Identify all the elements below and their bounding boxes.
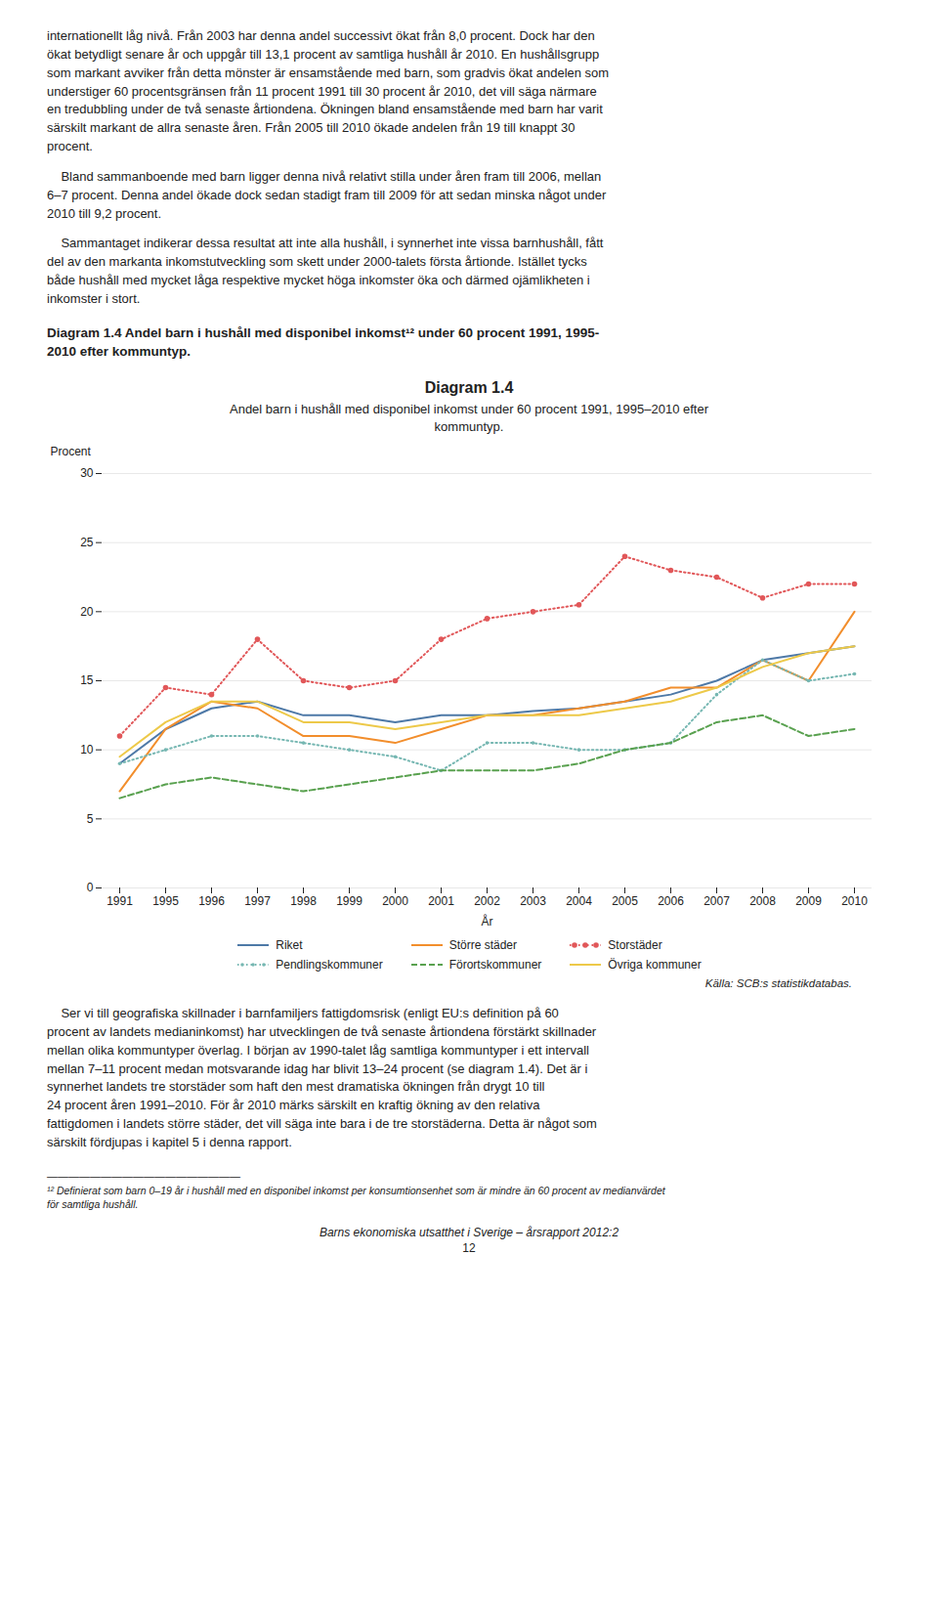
html-text:¹² Definierat som barn 0–19 år: ¹² Definierat som barn 0–19 år i hushåll… xyxy=(46,1183,666,1211)
svg-text:Procent: Procent xyxy=(50,444,92,459)
svg-text:2002: 2002 xyxy=(473,894,501,908)
html-text:internationellt låg nivå. Från: internationellt låg nivå. Från 2003 har … xyxy=(46,28,609,154)
html-text:Riket: Riket xyxy=(275,938,303,952)
html-text:Diagram 1.4 Andel barn i hushå: Diagram 1.4 Andel barn i hushåll med dis… xyxy=(46,325,600,359)
html-text:Storstäder: Storstäder xyxy=(608,938,663,952)
svg-text:2001: 2001 xyxy=(427,894,455,908)
svg-text:2005: 2005 xyxy=(611,894,639,908)
svg-text:1999: 1999 xyxy=(336,894,363,908)
svg-text:År: År xyxy=(481,912,494,928)
svg-text:1998: 1998 xyxy=(290,894,317,908)
html-text:Pendlingskommuner: Pendlingskommuner xyxy=(275,957,383,972)
svg-text:2000: 2000 xyxy=(382,894,409,908)
html-text:Barns ekonomiska utsatthet i S: Barns ekonomiska utsatthet i Sverige – å… xyxy=(319,1225,619,1240)
html-text:Förortskommuner: Förortskommuner xyxy=(449,957,542,972)
svg-text:2003: 2003 xyxy=(519,894,547,908)
html-text:Sammantaget indikerar dessa re: Sammantaget indikerar dessa resultat att… xyxy=(46,235,604,306)
svg-text:10: 10 xyxy=(80,742,94,757)
svg-text:2010: 2010 xyxy=(841,894,868,908)
html-text:12: 12 xyxy=(462,1240,476,1255)
html-text:Källa: SCB:s statistikdatabas.: Källa: SCB:s statistikdatabas. xyxy=(705,977,853,989)
html-text:Diagram 1.4: Diagram 1.4 xyxy=(424,378,514,396)
svg-text:1991: 1991 xyxy=(106,894,133,908)
svg-text:30: 30 xyxy=(80,466,94,480)
html-text:Övriga kommuner: Övriga kommuner xyxy=(608,957,702,972)
svg-text:15: 15 xyxy=(80,673,94,687)
svg-text:25: 25 xyxy=(80,535,94,550)
html-text:Ser vi till geografiska skilln: Ser vi till geografiska skillnader i bar… xyxy=(46,1005,597,1149)
svg-text:1996: 1996 xyxy=(198,894,225,908)
svg-text:2007: 2007 xyxy=(703,894,730,908)
html-text:Bland sammanboende med barn li: Bland sammanboende med barn ligger denna… xyxy=(46,168,607,221)
svg-text:2006: 2006 xyxy=(657,894,684,908)
html-text:Andel barn i hushåll med dispo: Andel barn i hushåll med disponibel inko… xyxy=(229,401,709,434)
svg-text:0: 0 xyxy=(86,880,94,895)
svg-text:2009: 2009 xyxy=(795,894,822,908)
svg-text:5: 5 xyxy=(86,811,94,826)
svg-text:1997: 1997 xyxy=(244,894,271,908)
svg-text:2008: 2008 xyxy=(749,894,776,908)
svg-text:2004: 2004 xyxy=(565,894,593,908)
html-text:Större städer: Större städer xyxy=(449,938,517,952)
svg-text:20: 20 xyxy=(80,604,94,619)
svg-text:1995: 1995 xyxy=(152,894,179,908)
